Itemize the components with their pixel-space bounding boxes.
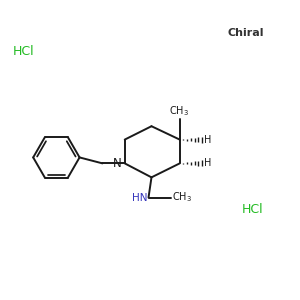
Text: CH$_3$: CH$_3$ (172, 191, 192, 205)
Text: HCl: HCl (13, 45, 34, 58)
Text: H: H (204, 135, 212, 145)
Text: HCl: HCl (242, 203, 264, 216)
Text: Chiral: Chiral (227, 28, 264, 38)
Text: CH$_3$: CH$_3$ (169, 104, 189, 118)
Text: HN: HN (131, 193, 147, 202)
Text: H: H (204, 158, 212, 168)
Text: N: N (112, 157, 121, 170)
